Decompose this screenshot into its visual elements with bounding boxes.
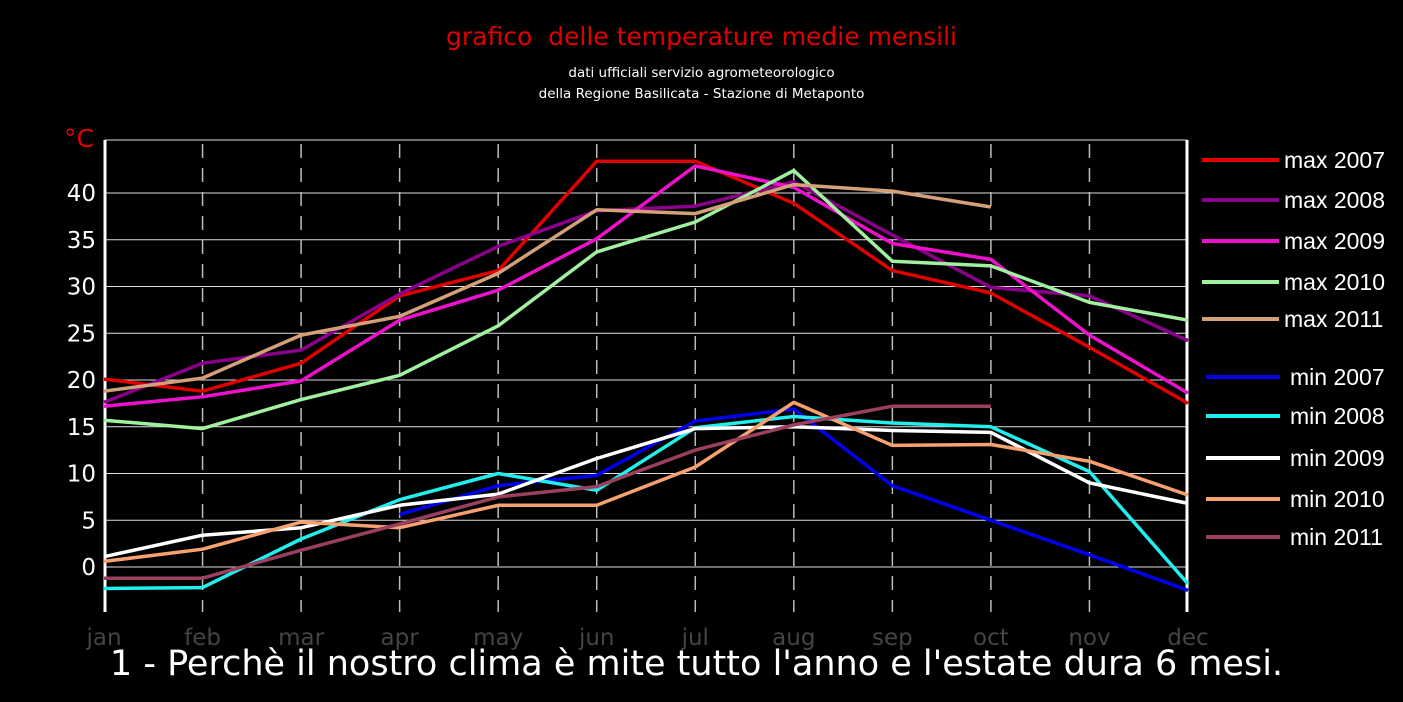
x-tick-label: sep <box>872 625 913 651</box>
x-tick-label: aug <box>772 625 815 651</box>
y-tick-label: 25 <box>67 321 96 347</box>
y-tick-label: 5 <box>81 508 96 534</box>
series-line-min-2008 <box>103 414 1190 591</box>
legend-label: min 2011 <box>1290 524 1383 550</box>
y-tick-label: 30 <box>67 275 96 301</box>
x-tick-label: nov <box>1068 625 1110 651</box>
series-line-max-2007 <box>103 159 1189 405</box>
legend-label: max 2007 <box>1284 147 1385 173</box>
x-tick-label: dec <box>1167 625 1208 651</box>
y-tick-label: 20 <box>67 368 96 394</box>
legend-label: min 2009 <box>1290 445 1385 471</box>
y-tick-label: 0 <box>81 555 96 581</box>
caption-text: 1 - Perchè il nostro clima è mite tutto … <box>109 644 1284 684</box>
x-tick-label: feb <box>184 625 221 651</box>
x-tick-label: apr <box>381 625 420 651</box>
x-tick-label: jun <box>578 625 615 651</box>
legend-label: min 2007 <box>1290 364 1385 390</box>
x-tick-label: oct <box>973 625 1009 651</box>
series-line-max-2010 <box>103 168 1189 431</box>
y-axis-unit-label: °C <box>64 124 94 153</box>
y-tick-label: 35 <box>67 228 96 254</box>
y-tick-label: 15 <box>67 415 96 441</box>
x-tick-label: mar <box>278 625 324 651</box>
series-line-min-2010 <box>103 400 1189 564</box>
legend-label: min 2008 <box>1290 403 1385 429</box>
legend-label: max 2009 <box>1284 228 1385 254</box>
series-line-max-2011 <box>103 182 992 393</box>
chart-subtitle-line1: dati ufficiali servizio agrometeorologic… <box>568 65 835 81</box>
y-tick-label: 10 <box>67 462 96 488</box>
chart-title: grafico delle temperature medie mensili <box>445 22 958 51</box>
series-line-min-2009 <box>103 425 1189 559</box>
chart-subtitle-line2: della Regione Basilicata - Stazione di M… <box>538 86 865 102</box>
legend-label: min 2010 <box>1290 486 1385 512</box>
y-tick-label: 40 <box>67 181 96 207</box>
legend-label: max 2010 <box>1284 269 1385 295</box>
series-line-max-2008 <box>103 180 1189 405</box>
x-tick-label: jan <box>85 625 121 651</box>
x-tick-label: jul <box>681 625 709 651</box>
legend-label: max 2011 <box>1284 306 1383 332</box>
x-tick-label: may <box>473 625 523 651</box>
series-line-min-2011 <box>104 404 991 580</box>
legend-label: max 2008 <box>1284 187 1385 213</box>
